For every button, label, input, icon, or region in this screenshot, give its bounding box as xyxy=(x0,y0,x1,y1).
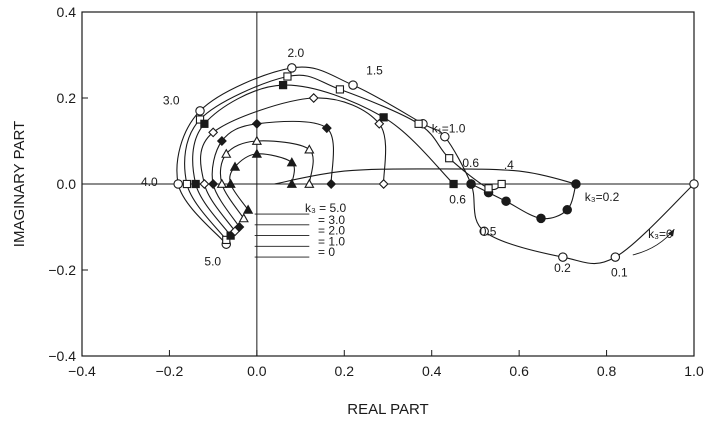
data-point-open-square xyxy=(335,85,345,94)
annotation: 3.0 xyxy=(163,93,180,107)
data-point-open-circle xyxy=(558,252,568,262)
data-point-open-circle xyxy=(287,63,297,73)
series-line-1 xyxy=(176,66,695,265)
annotation: = 2.0 xyxy=(318,224,345,238)
data-point-open-square xyxy=(283,72,292,81)
data-point-open-circle xyxy=(610,252,621,262)
data-point-open-square xyxy=(484,184,493,193)
data-point-open-triangle xyxy=(304,144,315,154)
data-point-open-diamond xyxy=(208,127,219,138)
data-point-filled-square xyxy=(449,179,458,189)
annotation: = 1.0 xyxy=(318,234,345,248)
data-point-open-square xyxy=(414,119,423,128)
data-point-open-diamond xyxy=(308,93,319,103)
x-tick-label: 1.0 xyxy=(684,363,704,379)
x-tick-label: 0.4 xyxy=(422,363,442,379)
data-point-open-circle xyxy=(173,179,183,189)
x-tick-label: 0.6 xyxy=(509,363,529,379)
x-tick-label: 0.2 xyxy=(335,363,355,379)
annotation: 0.1 xyxy=(611,265,628,279)
data-point-filled-square xyxy=(278,80,288,90)
annotation: k₃ = 5.0 xyxy=(305,201,347,215)
data-point-open-square xyxy=(195,115,205,124)
x-axis-title: REAL PART xyxy=(347,401,428,418)
k3-arrowhead xyxy=(667,229,675,237)
x-tick-label: 0.8 xyxy=(597,363,617,379)
data-point-filled-triangle xyxy=(242,204,254,214)
annotation: k₃=0.2 xyxy=(585,190,620,204)
data-point-open-square xyxy=(497,179,506,189)
data-point-filled-circle xyxy=(466,179,476,189)
y-tick-label: −0.2 xyxy=(48,262,76,278)
y-tick-label: 0.2 xyxy=(57,90,77,106)
data-point-filled-square xyxy=(191,179,200,189)
data-point-filled-triangle xyxy=(286,178,297,188)
y-axis-title: IMAGINARY PART xyxy=(11,121,28,247)
annotation: k₁=1.0 xyxy=(432,121,466,135)
annotation: = 0 xyxy=(318,245,335,259)
x-tick-label: 0.0 xyxy=(247,363,267,379)
data-point-open-square xyxy=(445,154,454,163)
data-point-filled-diamond xyxy=(321,123,332,134)
data-point-filled-circle xyxy=(536,213,546,224)
data-point-open-circle xyxy=(195,106,205,116)
annotation: 0.2 xyxy=(554,261,571,275)
annotation: k₃=0 xyxy=(648,227,673,241)
y-tick-label: 0.0 xyxy=(57,176,77,192)
annotation: 0.6 xyxy=(449,192,466,206)
data-point-open-diamond xyxy=(378,179,389,189)
data-point-filled-triangle xyxy=(229,161,241,171)
data-point-open-triangle xyxy=(251,135,262,145)
data-point-open-circle xyxy=(440,131,450,142)
annotation: = 3.0 xyxy=(318,213,345,227)
data-point-open-square xyxy=(222,235,231,245)
data-point-filled-diamond xyxy=(251,118,262,129)
annotation: 5.0 xyxy=(204,255,221,269)
series-line-9 xyxy=(274,168,577,185)
data-point-filled-triangle xyxy=(251,148,262,158)
data-point-filled-triangle xyxy=(286,157,297,167)
x-tick-label: −0.2 xyxy=(156,363,184,379)
data-point-open-circle xyxy=(479,226,489,237)
data-point-filled-circle xyxy=(501,196,511,206)
data-point-open-circle xyxy=(348,80,358,90)
series-line-7 xyxy=(219,140,314,219)
y-tick-label: 0.4 xyxy=(57,4,77,20)
annotation: 0.6 xyxy=(462,156,479,170)
data-point-open-diamond xyxy=(199,179,210,189)
data-point-filled-diamond xyxy=(326,179,337,189)
data-point-filled-diamond xyxy=(208,179,219,189)
data-point-open-triangle xyxy=(238,213,249,223)
x-tick-label: −0.4 xyxy=(68,363,96,379)
annotation: 0.5 xyxy=(480,225,497,239)
data-point-filled-square xyxy=(379,113,388,122)
data-point-open-triangle xyxy=(221,148,232,158)
data-point-filled-circle xyxy=(562,205,572,215)
data-point-filled-square xyxy=(200,119,209,128)
annotation: 4.0 xyxy=(141,175,158,189)
data-point-open-triangle xyxy=(216,178,228,188)
data-point-filled-triangle xyxy=(225,178,236,188)
data-point-open-square xyxy=(182,179,192,189)
data-point-filled-diamond xyxy=(216,136,227,146)
y-tick-label: −0.4 xyxy=(48,348,76,364)
data-point-filled-square xyxy=(226,231,235,240)
annotation: 1.5 xyxy=(366,63,383,77)
annotation: 2.0 xyxy=(287,46,304,60)
data-point-filled-diamond xyxy=(234,222,245,232)
annotation: .4 xyxy=(504,158,514,172)
data-point-open-diamond xyxy=(374,118,385,129)
data-point-open-triangle xyxy=(304,178,315,188)
data-point-filled-circle xyxy=(571,179,581,189)
data-point-open-circle xyxy=(689,179,699,189)
